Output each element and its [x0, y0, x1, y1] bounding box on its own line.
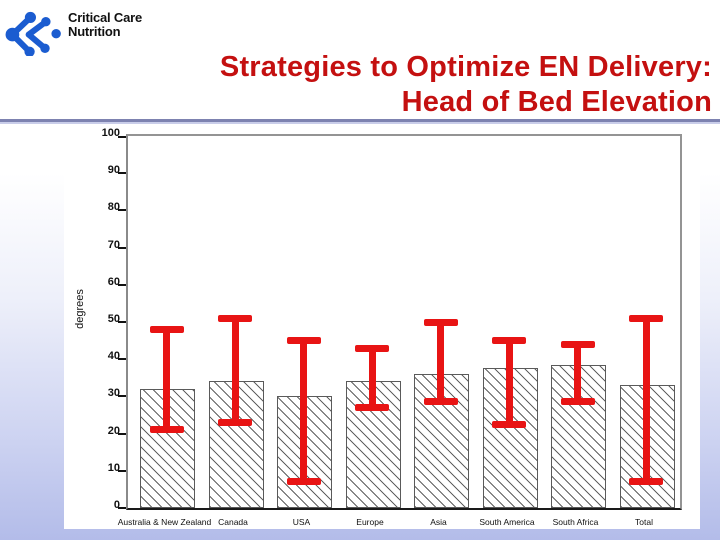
x-category-label: South America	[479, 517, 535, 527]
y-axis-tick-label: 60	[107, 275, 120, 288]
error-bar-line	[437, 322, 444, 402]
y-axis-tick-label: 10	[107, 461, 120, 474]
error-bar-line	[231, 318, 239, 423]
y-axis-tick	[118, 283, 126, 286]
error-bar-cap-bottom	[286, 478, 321, 486]
y-axis-tick	[118, 172, 126, 175]
error-bar-line	[163, 329, 170, 430]
error-bar-cap-top	[286, 337, 321, 345]
error-bar-cap-bottom	[492, 420, 526, 428]
logo-text-line2: Nutrition	[68, 24, 121, 39]
error-bar-cap-bottom	[218, 418, 252, 426]
y-axis-tick	[118, 136, 126, 138]
x-category-label: Total	[635, 517, 653, 527]
error-bar-line	[368, 348, 376, 408]
y-axis-tick-label: 30	[107, 387, 120, 400]
error-bar-line	[505, 340, 513, 425]
logo-text-line1: Critical Care	[68, 10, 142, 25]
x-category-label: Asia	[430, 517, 447, 527]
x-category-label: South Africa	[552, 517, 599, 527]
y-axis-tick	[118, 432, 126, 435]
logo-text: Critical Care Nutrition	[68, 11, 142, 39]
error-bar-cap-top	[218, 314, 252, 322]
y-axis-tick	[118, 469, 126, 472]
y-axis-tick-label: 20	[107, 424, 120, 437]
error-bar-cap-top	[149, 325, 184, 333]
y-axis-tick-label: 40	[107, 350, 120, 363]
y-axis-tick-label: 90	[107, 164, 120, 177]
y-axis-tick	[118, 321, 126, 323]
y-axis-tick-label: 100	[101, 127, 120, 139]
error-bar-cap-top	[423, 318, 458, 326]
y-axis-tick	[118, 246, 126, 249]
x-category-label: Europe	[356, 517, 384, 527]
error-bar-line	[300, 340, 307, 482]
critical-care-nutrition-logo-icon	[5, 11, 61, 56]
error-bar-cap-bottom	[423, 398, 458, 406]
plot-area	[118, 134, 682, 510]
y-axis-tick	[118, 209, 126, 212]
error-bar-cap-bottom	[629, 478, 663, 486]
error-bar-cap-bottom	[149, 426, 184, 434]
x-category-label: Canada	[218, 517, 248, 527]
x-category-label: USA	[292, 517, 311, 527]
logo: Critical Care Nutrition	[4, 8, 142, 56]
y-axis-tick-label: 50	[107, 313, 120, 325]
x-category-label: Australia & New Zealand	[117, 517, 212, 527]
error-bar-line	[642, 318, 650, 482]
chart-panel: degrees 0 10 20 30 40 50 60 70 80 90 100 Australia …	[64, 127, 700, 529]
slide-title-line2: Head of Bed Elevation	[401, 86, 712, 118]
slide-title-line1: Strategies to Optimize EN Delivery:	[219, 51, 712, 83]
y-axis-tick	[118, 358, 126, 361]
y-axis-tick	[118, 395, 126, 398]
y-axis-tick-label: 0	[113, 499, 120, 511]
error-bar-line	[574, 344, 581, 402]
error-bar-cap-top	[629, 314, 663, 322]
y-axis-tick-label: 70	[107, 238, 120, 251]
error-bar-cap-bottom	[560, 398, 595, 406]
error-bar-cap-top	[355, 344, 389, 352]
slide-title: Strategies to Optimize EN Delivery: Head…	[0, 50, 712, 120]
error-bar-cap-bottom	[355, 404, 389, 412]
error-bar-cap-top	[492, 337, 526, 345]
error-bar-cap-top	[560, 340, 595, 348]
y-axis-tick	[118, 507, 126, 509]
title-rule-dark	[0, 119, 720, 122]
y-axis-tick-label: 80	[107, 201, 120, 214]
title-rule-light	[0, 122, 720, 124]
